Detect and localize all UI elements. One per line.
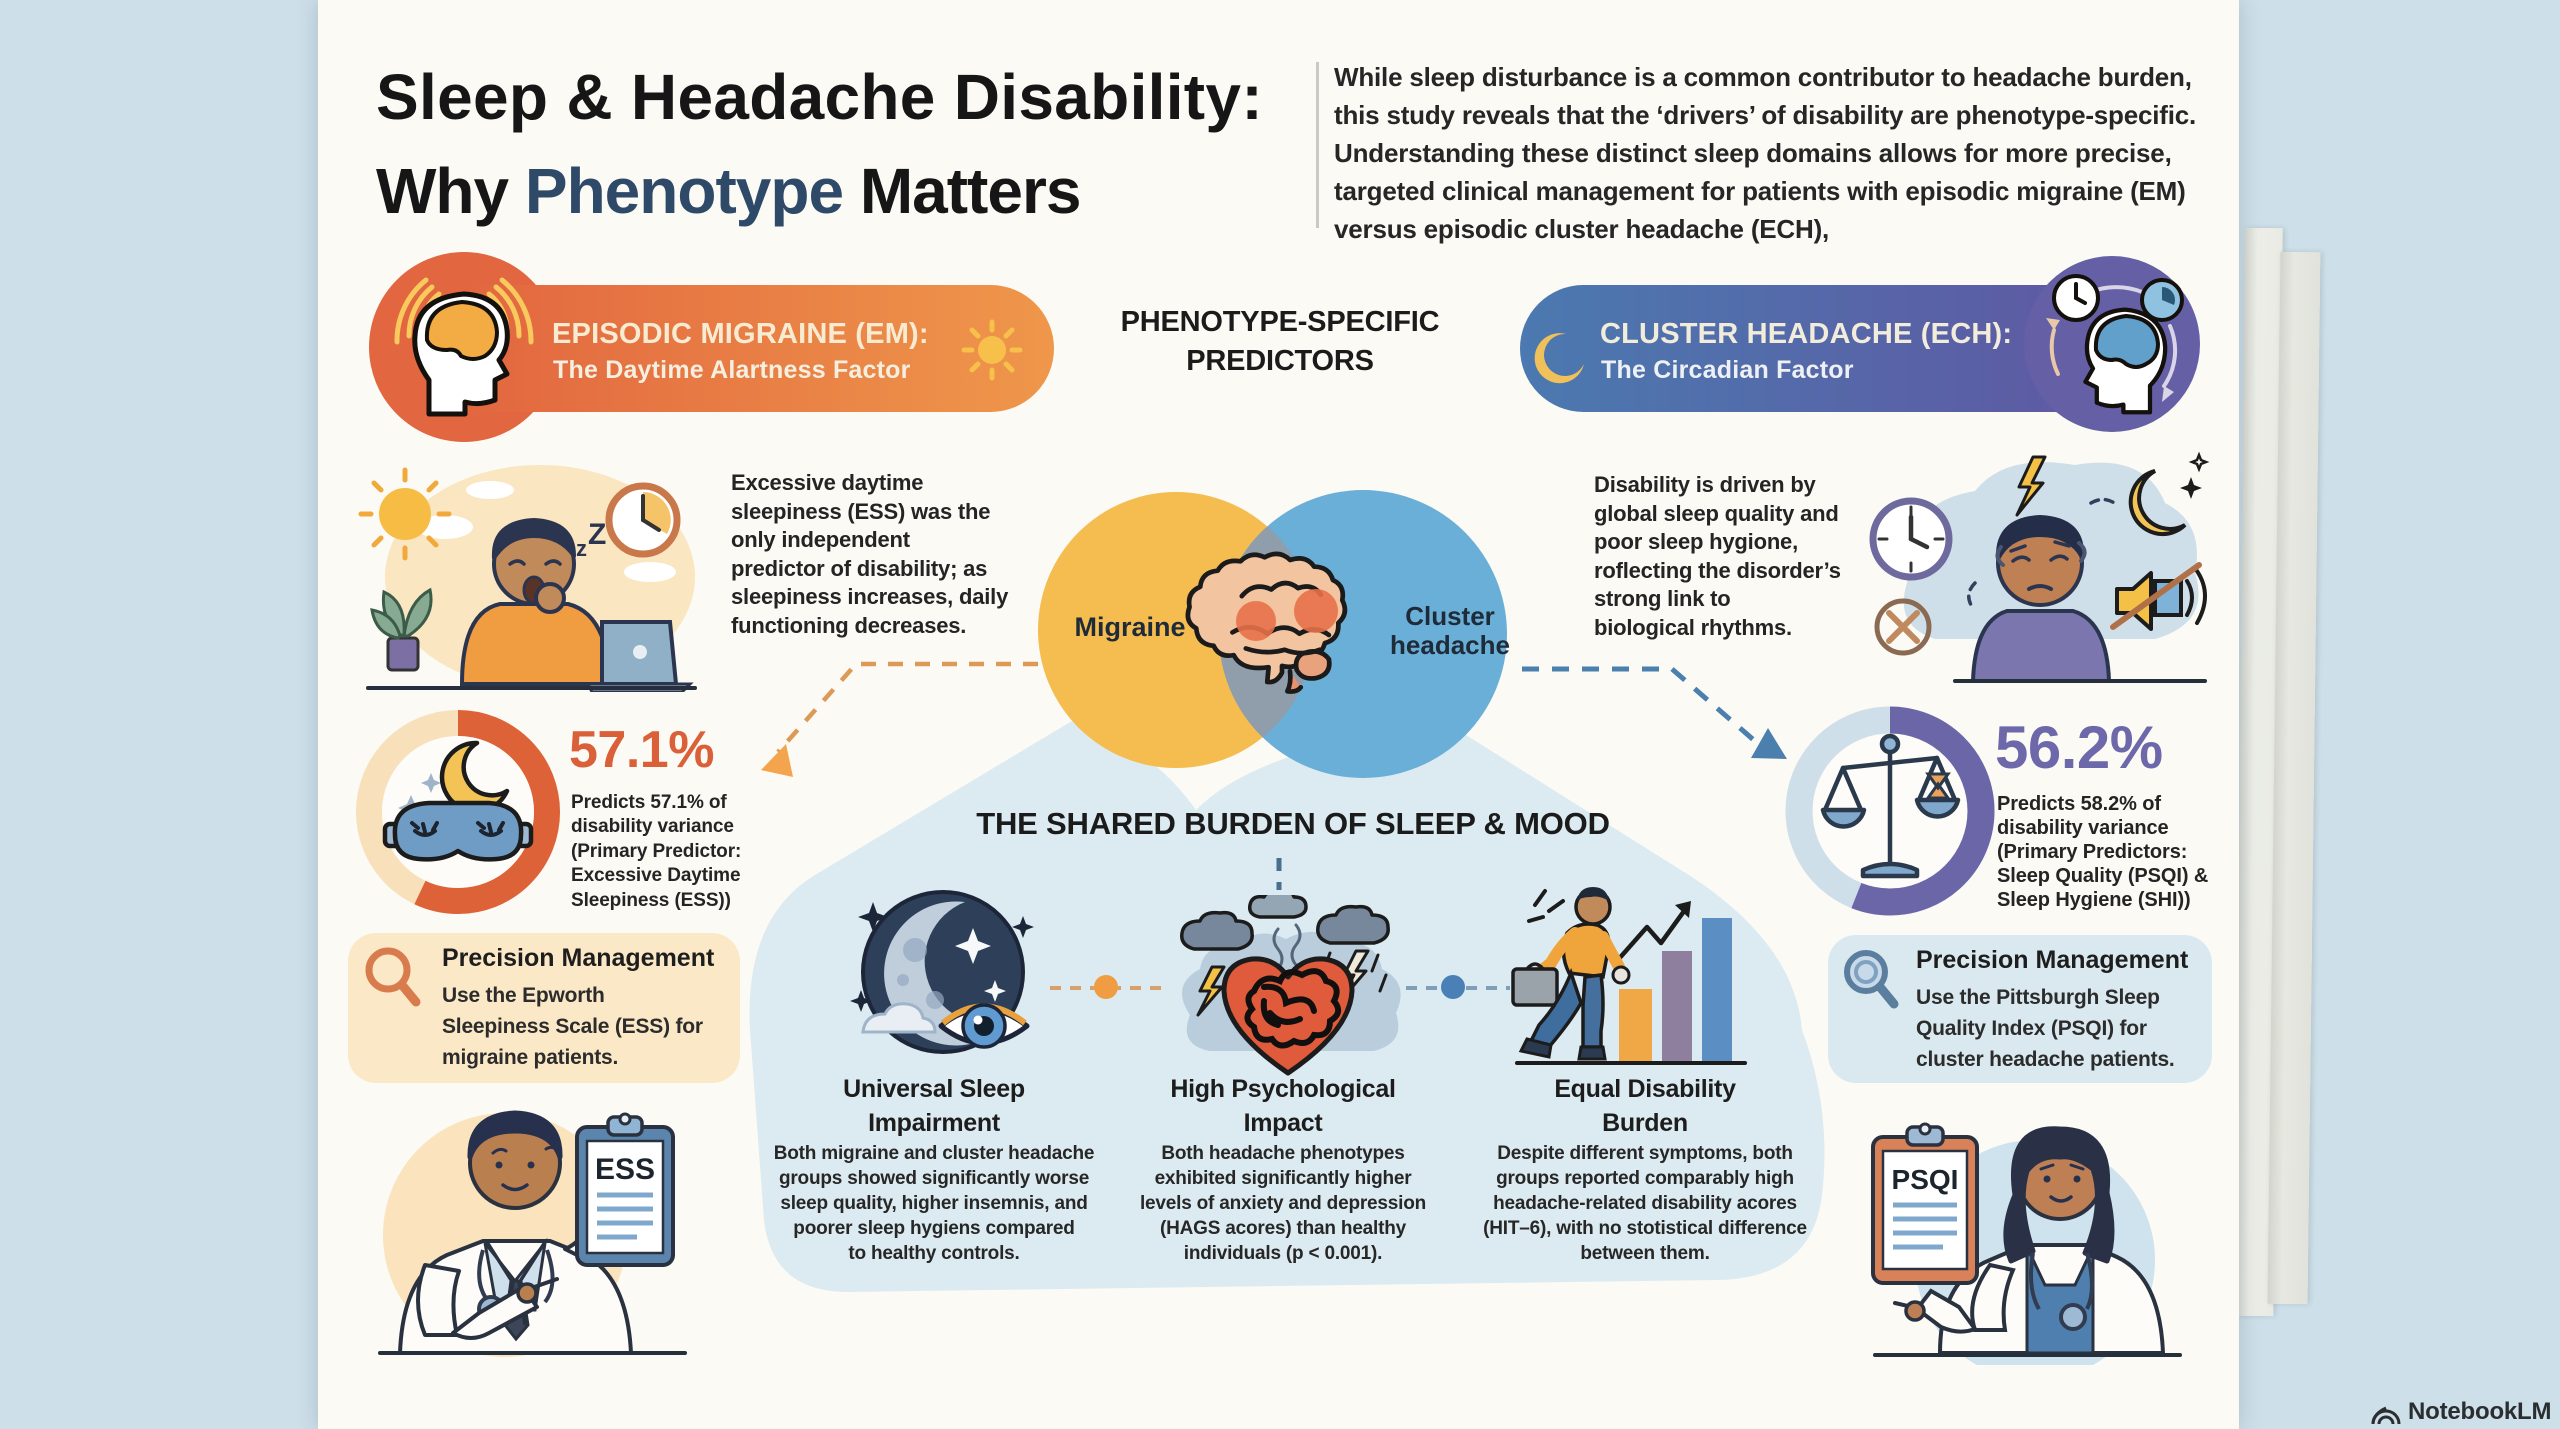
svg-text:Z: Z — [588, 518, 606, 551]
svg-text:ESS: ESS — [595, 1153, 655, 1186]
svg-text:PSQI: PSQI — [1892, 1164, 1959, 1195]
svg-text:z: z — [576, 536, 587, 561]
